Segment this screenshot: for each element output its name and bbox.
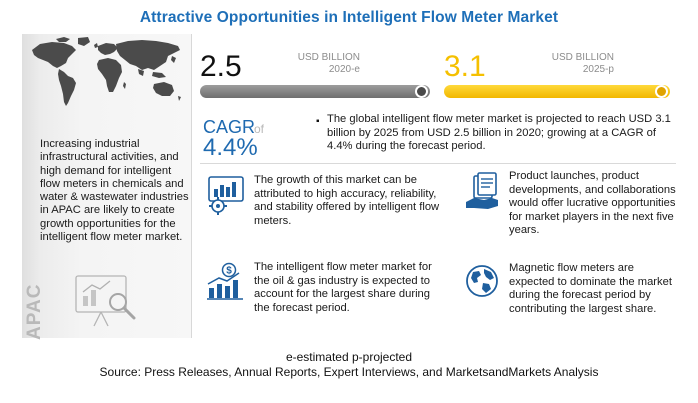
apac-description: Increasing industrial infrastructural ac… bbox=[40, 138, 189, 244]
footnote: e-estimated p-projected bbox=[285, 350, 413, 364]
market-unit-2020: USD BILLION 2020-e bbox=[296, 52, 360, 76]
world-map-icon bbox=[32, 37, 181, 106]
globe-icon bbox=[466, 265, 498, 297]
insight-opportunities: Product launches, product developments, … bbox=[509, 170, 676, 237]
unit-label-2020: USD BILLION bbox=[297, 52, 360, 63]
cagr-description: The global intelligent flow meter market… bbox=[327, 113, 671, 153]
bar-2020 bbox=[200, 85, 430, 98]
dollar-growth-icon: $ bbox=[207, 262, 243, 300]
analytics-gear-icon bbox=[208, 176, 244, 215]
bar-2025 bbox=[444, 85, 670, 98]
cagr-value: 4.4% bbox=[203, 134, 258, 161]
source-note: Source: Press Releases, Annual Reports, … bbox=[99, 365, 599, 379]
period-label-2020: 2020-e bbox=[328, 64, 360, 75]
market-value-2025: 3.1 bbox=[444, 50, 486, 83]
unit-label-2025: USD BILLION bbox=[551, 52, 614, 63]
market-value-2020: 2.5 bbox=[200, 50, 242, 83]
product-launch-icon bbox=[466, 172, 498, 209]
svg-text:$: $ bbox=[226, 266, 232, 277]
bullet-icon: ▪ bbox=[316, 116, 320, 127]
insight-oil-gas: The intelligent flow meter market for th… bbox=[254, 261, 432, 314]
period-label-2025: 2025-p bbox=[582, 64, 614, 75]
divider bbox=[200, 163, 676, 164]
cagr-label: CAGR bbox=[203, 117, 256, 137]
market-unit-2025: USD BILLION 2025-p bbox=[536, 52, 614, 76]
bar-2025-end bbox=[655, 85, 668, 98]
analysis-board-icon bbox=[75, 275, 136, 327]
bar-2020-end bbox=[415, 85, 428, 98]
insight-magnetic: Magnetic flow meters are expected to dom… bbox=[509, 262, 672, 315]
apac-panel: Increasing industrial infrastructural ac… bbox=[22, 34, 192, 340]
cagr-of: of bbox=[254, 122, 265, 136]
page-title: Attractive Opportunities in Intelligent … bbox=[139, 9, 559, 26]
insight-growth-factors: The growth of this market can be attribu… bbox=[254, 174, 440, 227]
apac-label: APAC bbox=[24, 283, 45, 340]
